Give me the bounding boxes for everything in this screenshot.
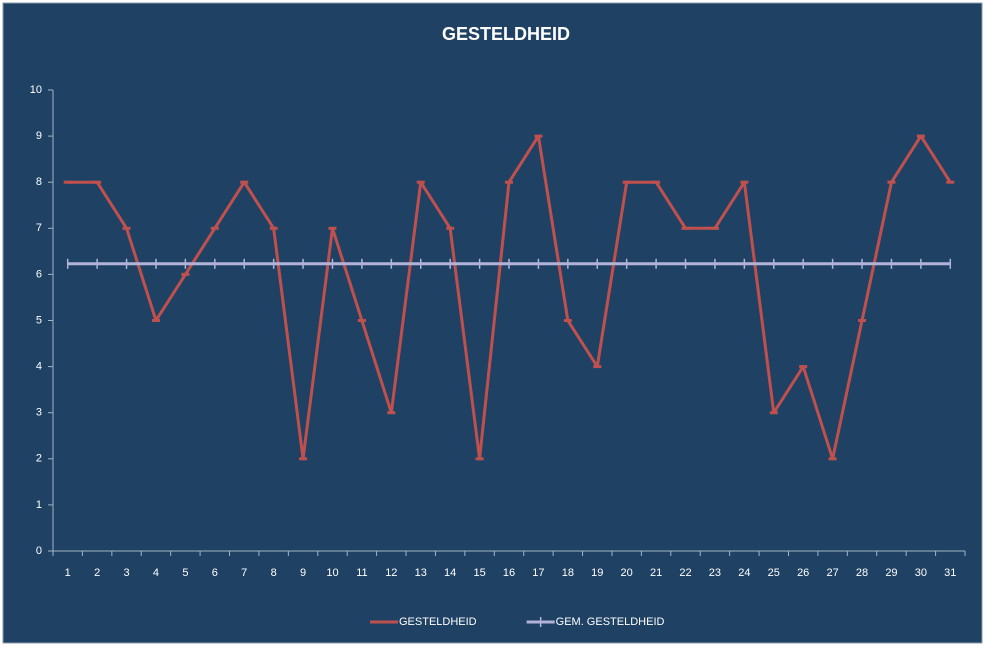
x-tick-label: 18 (562, 567, 574, 579)
x-tick-label: 6 (212, 567, 218, 579)
x-tick-label: 1 (65, 567, 71, 579)
x-tick-label: 2 (94, 567, 100, 579)
x-tick-label: 4 (153, 567, 159, 579)
x-tick-label: 20 (621, 567, 633, 579)
x-tick-label: 10 (326, 567, 338, 579)
y-tick-label: 10 (30, 84, 42, 96)
legend-label: GESTELDHEID (399, 616, 477, 628)
x-tick-label: 26 (797, 567, 809, 579)
x-tick-label: 3 (123, 567, 129, 579)
y-tick-label: 3 (36, 407, 42, 419)
x-tick-label: 24 (738, 567, 750, 579)
y-tick-label: 2 (36, 453, 42, 465)
x-tick-label: 15 (473, 567, 485, 579)
x-tick-label: 14 (444, 567, 456, 579)
x-tick-label: 22 (679, 567, 691, 579)
y-tick-label: 6 (36, 268, 42, 280)
x-tick-label: 30 (915, 567, 927, 579)
x-tick-label: 31 (944, 567, 956, 579)
x-tick-label: 11 (356, 567, 367, 579)
x-tick-label: 5 (182, 567, 188, 579)
x-tick-label: 16 (503, 567, 515, 579)
x-tick-label: 12 (385, 567, 397, 579)
x-tick-label: 17 (532, 567, 544, 579)
x-tick-label: 13 (415, 567, 427, 579)
legend-label: GEM. GESTELDHEID (556, 616, 665, 628)
x-tick-label: 27 (826, 567, 838, 579)
x-tick-label: 7 (241, 567, 247, 579)
x-tick-label: 21 (650, 567, 662, 579)
x-tick-label: 23 (709, 567, 721, 579)
x-tick-label: 9 (300, 567, 306, 579)
chart-title: GESTELDHEID (442, 24, 570, 44)
y-tick-label: 4 (36, 361, 42, 373)
x-tick-label: 29 (885, 567, 897, 579)
x-tick-label: 8 (271, 567, 277, 579)
x-tick-label: 28 (856, 567, 868, 579)
y-tick-label: 8 (36, 176, 42, 188)
y-tick-label: 9 (36, 130, 42, 142)
y-tick-label: 5 (36, 314, 42, 326)
y-tick-label: 0 (36, 545, 42, 557)
y-tick-label: 7 (36, 222, 42, 234)
x-tick-label: 19 (591, 567, 603, 579)
y-tick-label: 1 (36, 499, 42, 511)
x-tick-label: 25 (768, 567, 780, 579)
